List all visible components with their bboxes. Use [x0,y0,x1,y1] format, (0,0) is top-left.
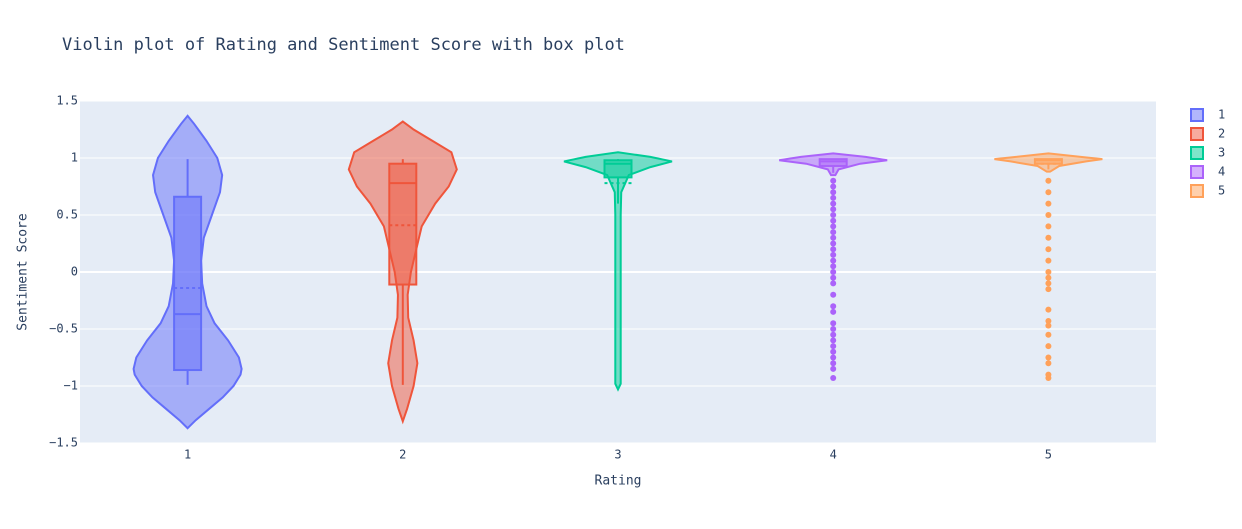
outlier-point [830,375,837,382]
legend-swatch [1190,146,1204,160]
outlier-point [1045,360,1052,367]
outlier-point [830,326,837,332]
outlier-point [830,360,837,367]
x-tick-label: 1 [184,448,191,462]
outlier-point [830,251,837,258]
outlier-point [1045,331,1052,338]
outlier-point [830,348,837,355]
box [818,158,848,167]
x-axis-label: Rating [595,474,642,489]
legend-swatch [1190,127,1204,141]
x-tick-label: 2 [399,448,406,462]
outlier-point [1045,286,1052,293]
outlier-point [1045,257,1052,264]
outlier-point [830,212,837,218]
outlier-point [830,343,837,350]
x-tick-label: 4 [830,448,837,462]
outlier-point [1045,354,1052,361]
y-tick-label: 0.5 [56,208,78,222]
box [173,195,203,372]
outlier-point [1045,375,1052,382]
outlier-point [1045,306,1052,313]
outlier-point [830,200,837,207]
outlier-point [830,354,837,361]
legend-label: 1 [1218,108,1225,122]
legend-label: 3 [1218,146,1225,160]
outlier-point [830,194,837,201]
x-tick-label: 3 [614,448,621,462]
outlier-point [830,263,837,270]
outlier-point [1045,322,1052,329]
y-tick-label: 1 [71,151,78,165]
y-tick-label: 1.5 [56,94,78,108]
outlier-point [830,206,837,213]
box [388,162,418,286]
outlier-point [830,177,837,184]
y-tick-label: 0 [71,265,78,279]
outlier-point [1045,200,1052,207]
outlier-point [830,183,837,190]
legend-swatch [1190,108,1204,122]
outlier-point [830,303,837,310]
outlier-point [1045,234,1052,241]
outlier-point [1045,269,1052,275]
outlier-point [830,246,837,253]
outlier-point [1045,274,1052,281]
legend-swatch [1190,165,1204,179]
y-tick-label: −0.5 [49,322,78,336]
legend-label: 2 [1218,127,1225,141]
legend-swatch [1190,184,1204,198]
outlier-point [830,274,837,281]
violin [563,151,673,392]
outlier-point [1045,223,1052,230]
outlier-point [830,217,837,224]
chart-title: Violin plot of Rating and Sentiment Scor… [62,35,625,55]
outlier-point [830,280,837,287]
outlier-point [1045,189,1052,196]
outlier-point [1045,343,1052,350]
outlier-point [830,229,837,236]
outlier-point [830,189,837,196]
outlier-point [830,331,837,338]
outlier-point [830,223,837,230]
outlier-point [830,240,837,247]
outlier-point [830,291,837,298]
y-axis-label: Sentiment Score [16,213,31,331]
outlier-point [830,337,837,344]
outlier-point [1045,280,1052,287]
outlier-point [1045,177,1052,184]
outlier-point [830,269,837,275]
outlier-point [830,257,837,264]
outlier-point [830,308,837,315]
y-tick-label: −1 [64,379,78,393]
legend-label: 4 [1218,165,1225,179]
y-tick-label: −1.5 [49,436,78,450]
outlier-point [830,365,837,372]
outlier-point [1045,246,1052,253]
legend-label: 5 [1218,184,1225,198]
outlier-point [830,320,837,327]
outlier-point [1045,212,1052,218]
x-tick-label: 5 [1045,448,1052,462]
outlier-point [1045,318,1052,325]
outlier-point [830,234,837,241]
